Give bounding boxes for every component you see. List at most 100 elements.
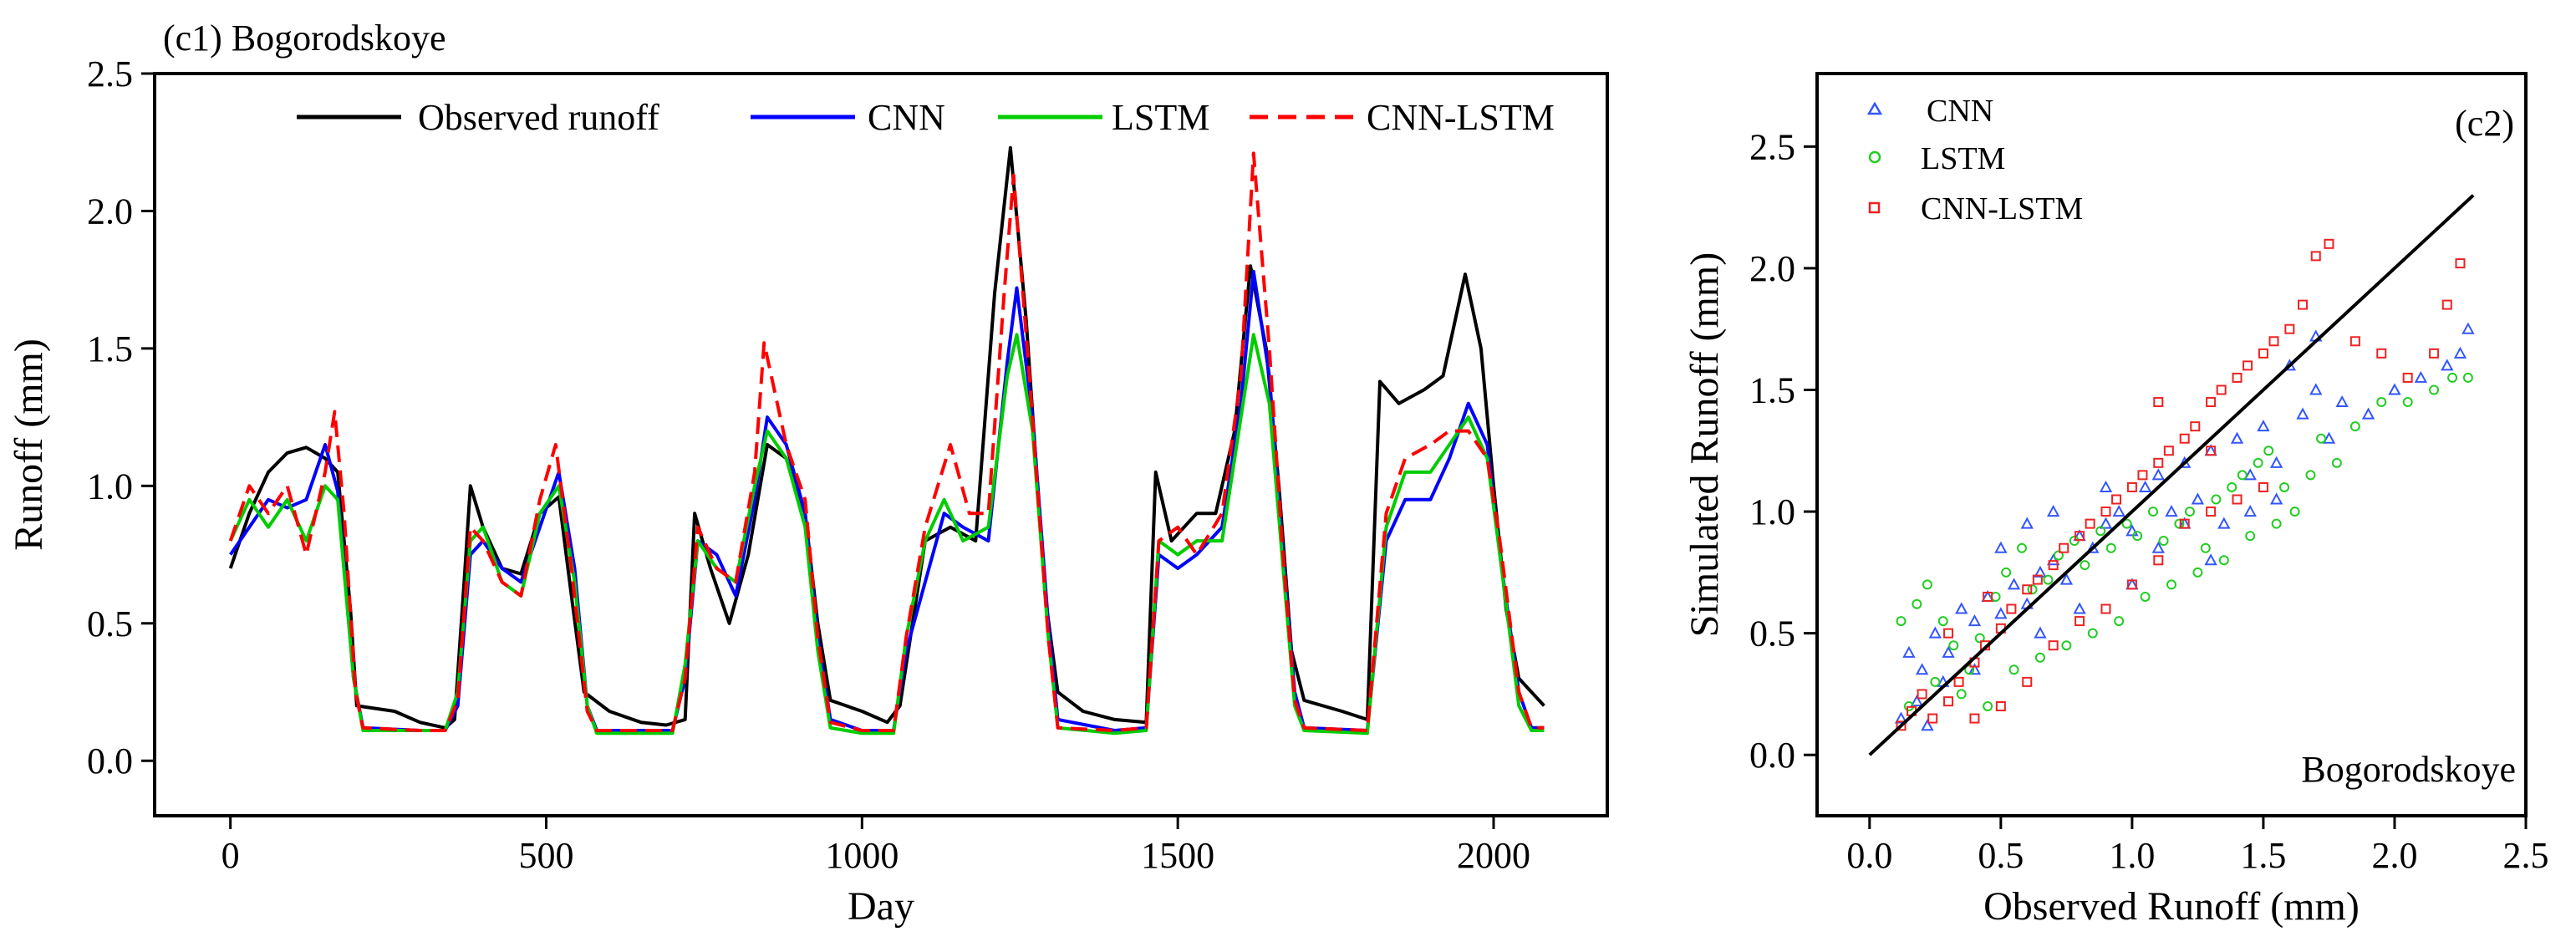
scatter-point-lstm bbox=[2008, 664, 2019, 675]
scatter-point-cnn-lstm bbox=[2075, 531, 2085, 542]
scatter-point-cnn-lstm bbox=[1969, 713, 1980, 724]
c2-y-tick-label: 0.0 bbox=[1749, 735, 1795, 776]
c2-scatter-points bbox=[1894, 238, 2475, 731]
scatter-point-cnn-lstm bbox=[2006, 603, 2017, 614]
scatter-point-cnn bbox=[2073, 602, 2086, 614]
scatter-point-cnn bbox=[1994, 541, 2008, 553]
scatter-point-cnn bbox=[2441, 359, 2454, 371]
c2-legend: CNN LSTM CNN-LSTM bbox=[1866, 94, 2083, 227]
scatter-point-cnn bbox=[1915, 663, 1929, 675]
c1-y-tick-label: 0.5 bbox=[87, 603, 133, 644]
scatter-point-cnn bbox=[2099, 517, 2113, 529]
c1-y-tick-label: 1.5 bbox=[87, 328, 133, 369]
c1-x-tick-label: 0 bbox=[221, 835, 240, 876]
scatter-point-cnn bbox=[2243, 468, 2257, 481]
scatter-point-lstm bbox=[1974, 633, 1985, 644]
scatter-point-cnn bbox=[1921, 719, 1934, 731]
legend-marker-lstm bbox=[1868, 150, 1881, 164]
scatter-point-cnn bbox=[2034, 565, 2047, 578]
scatter-point-lstm bbox=[2349, 421, 2360, 432]
scatter-point-cnn bbox=[1955, 602, 1968, 614]
scatter-point-cnn bbox=[1894, 711, 1908, 724]
scatter-point-lstm bbox=[1930, 676, 1941, 687]
c1-plot-frame bbox=[153, 72, 1609, 817]
c2-y-tick-label: 1.0 bbox=[1749, 491, 1795, 532]
scatter-point-lstm bbox=[2192, 567, 2203, 578]
c2-y-tick-label: 1.5 bbox=[1749, 369, 1795, 410]
scatter-point-cnn-lstm bbox=[1995, 700, 2006, 711]
c2-plot-frame bbox=[1815, 72, 2528, 817]
c2-reference-line bbox=[1868, 194, 2475, 756]
c1-y-tick-label: 2.5 bbox=[87, 53, 133, 94]
c2-x-tick-label: 0.5 bbox=[1978, 835, 2024, 876]
scatter-point-cnn-lstm bbox=[2126, 579, 2137, 590]
scatter-point-cnn bbox=[2269, 456, 2283, 468]
c1-x-tick-label: 500 bbox=[519, 835, 574, 876]
scatter-point-cnn-lstm bbox=[2284, 323, 2295, 334]
legend-marker-cnn-lstm bbox=[1868, 201, 1881, 214]
scatter-point-cnn-lstm bbox=[2179, 518, 2190, 529]
scatter-point-lstm bbox=[2121, 518, 2132, 529]
c2-x-tick-label: 1.5 bbox=[2240, 835, 2286, 876]
scatter-point-cnn bbox=[2243, 504, 2257, 517]
scatter-point-cnn-lstm bbox=[2441, 299, 2452, 310]
scatter-point-cnn bbox=[2361, 407, 2375, 420]
scatter-point-cnn-lstm bbox=[2268, 336, 2279, 347]
scatter-point-lstm bbox=[2001, 567, 2012, 578]
scatter-point-cnn bbox=[1968, 613, 1982, 627]
scatter-point-cnn-lstm bbox=[2190, 421, 2201, 432]
scatter-point-lstm bbox=[2227, 481, 2237, 492]
scatter-point-cnn bbox=[1928, 626, 1942, 639]
scatter-point-cnn bbox=[2296, 407, 2309, 420]
scatter-point-cnn bbox=[2269, 492, 2283, 505]
legend-label-lstm-scatter: LSTM bbox=[1921, 141, 2005, 176]
scatter-point-cnn-lstm bbox=[2048, 640, 2059, 651]
scatter-point-cnn bbox=[2151, 468, 2165, 481]
scatter-point-cnn bbox=[2165, 504, 2178, 517]
c1-series-cnn bbox=[229, 269, 1545, 732]
scatter-point-lstm bbox=[2027, 584, 2038, 595]
c2-x-tick-label: 2.0 bbox=[2371, 835, 2417, 876]
scatter-point-lstm bbox=[2053, 550, 2064, 561]
scatter-point-lstm bbox=[2080, 560, 2090, 571]
scatter-point-lstm bbox=[2462, 372, 2473, 383]
scatter-point-cnn-lstm bbox=[2429, 348, 2440, 359]
scatter-point-cnn-lstm bbox=[1953, 676, 1964, 687]
scatter-point-lstm bbox=[2331, 457, 2342, 468]
scatter-point-lstm bbox=[1983, 700, 1993, 711]
legend-label-lstm: LSTM bbox=[1112, 97, 1209, 138]
c1-series-lstm bbox=[228, 333, 1545, 736]
scatter-point-cnn-lstm bbox=[1896, 720, 1907, 731]
scatter-point-lstm bbox=[2245, 531, 2256, 542]
scatter-point-cnn-lstm bbox=[2258, 348, 2268, 359]
c1-y-tick-label: 1.0 bbox=[87, 466, 133, 507]
scatter-point-cnn bbox=[2046, 553, 2060, 566]
scatter-point-cnn bbox=[2112, 504, 2125, 517]
scatter-point-lstm bbox=[2061, 640, 2072, 651]
scatter-point-cnn bbox=[2191, 492, 2205, 505]
scatter-point-cnn-lstm bbox=[2243, 360, 2253, 371]
scatter-point-cnn-lstm bbox=[2153, 555, 2164, 566]
scatter-point-cnn bbox=[2414, 370, 2428, 383]
line-chart-panel-c1: 0 500 1000 1500 2000 0.0 0.5 1.0 1.5 2.0 2.5 (c1) … bbox=[7, 18, 1609, 929]
legend-label-cnn-lstm-scatter: CNN-LSTM bbox=[1921, 191, 2083, 227]
scatter-point-cnn-lstm bbox=[2206, 397, 2217, 408]
scatter-point-lstm bbox=[2114, 616, 2125, 627]
scatter-point-lstm bbox=[1912, 598, 1922, 609]
scatter-point-cnn bbox=[2007, 578, 2021, 590]
scatter-point-cnn bbox=[2453, 346, 2467, 359]
scatter-point-cnn-lstm bbox=[1927, 713, 1938, 724]
c2-station-annotation: Bogorodskoye bbox=[2301, 749, 2516, 790]
scatter-point-lstm bbox=[2087, 628, 2098, 639]
scatter-point-lstm bbox=[2429, 384, 2440, 395]
c2-x-tick-label: 2.5 bbox=[2503, 835, 2549, 876]
scatter-point-cnn-lstm bbox=[2455, 258, 2466, 269]
scatter-point-lstm bbox=[2289, 507, 2300, 517]
c2-x-tick-label: 1.0 bbox=[2109, 835, 2155, 876]
scatter-point-cnn-lstm bbox=[2179, 433, 2190, 444]
c1-x-tick-label: 2000 bbox=[1457, 835, 1530, 876]
scatter-point-cnn bbox=[1968, 663, 1982, 675]
scatter-point-cnn-lstm bbox=[1943, 696, 1954, 707]
scatter-point-cnn bbox=[2309, 383, 2323, 395]
